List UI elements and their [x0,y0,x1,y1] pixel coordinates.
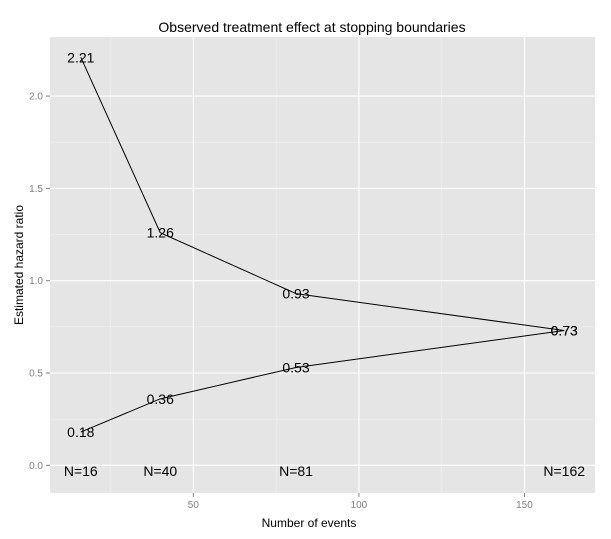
y-tick-label: 0.5 [29,369,43,380]
plot-panel [50,37,595,493]
sample-size-label: N=40 [143,463,177,479]
y-tick-label: 0.0 [29,461,43,472]
minor-gridlines [50,37,595,493]
data-label: 0.73 [551,323,578,339]
series-lines [80,57,565,433]
sample-size-label: N=162 [543,463,585,479]
data-label: 0.36 [147,391,174,407]
y-axis-title: Estimated hazard ratio [12,205,26,325]
y-axis: 0.0 0.5 1.0 1.5 2.0 [29,92,50,472]
data-label: 0.73 [551,323,578,339]
sample-size-label: N=16 [64,463,98,479]
y-tick-label: 1.5 [29,184,43,195]
chart-title: Observed treatment effect at stopping bo… [158,19,465,35]
x-tick-label: 100 [351,500,368,511]
data-labels: 2.211.260.930.730.180.360.530.73 [67,49,578,440]
data-label: 0.53 [282,359,309,375]
y-tick-label: 1.0 [29,276,43,287]
x-axis-title: Number of events [262,516,357,530]
x-tick-label: 150 [516,500,533,511]
y-tick-label: 2.0 [29,92,43,103]
data-label: 2.21 [67,49,94,65]
series-line-2 [80,330,565,433]
data-label: 0.93 [282,286,309,302]
sample-size-label: N=81 [279,463,313,479]
series-line-1 [80,57,565,332]
x-tick-label: 50 [188,500,200,511]
annotations: N=16 N=40 N=81 N=162 [64,463,585,479]
data-label: 1.26 [147,225,174,241]
major-gridlines [50,37,595,493]
data-label: 0.18 [67,424,94,440]
x-axis: 50 100 150 [188,493,533,511]
